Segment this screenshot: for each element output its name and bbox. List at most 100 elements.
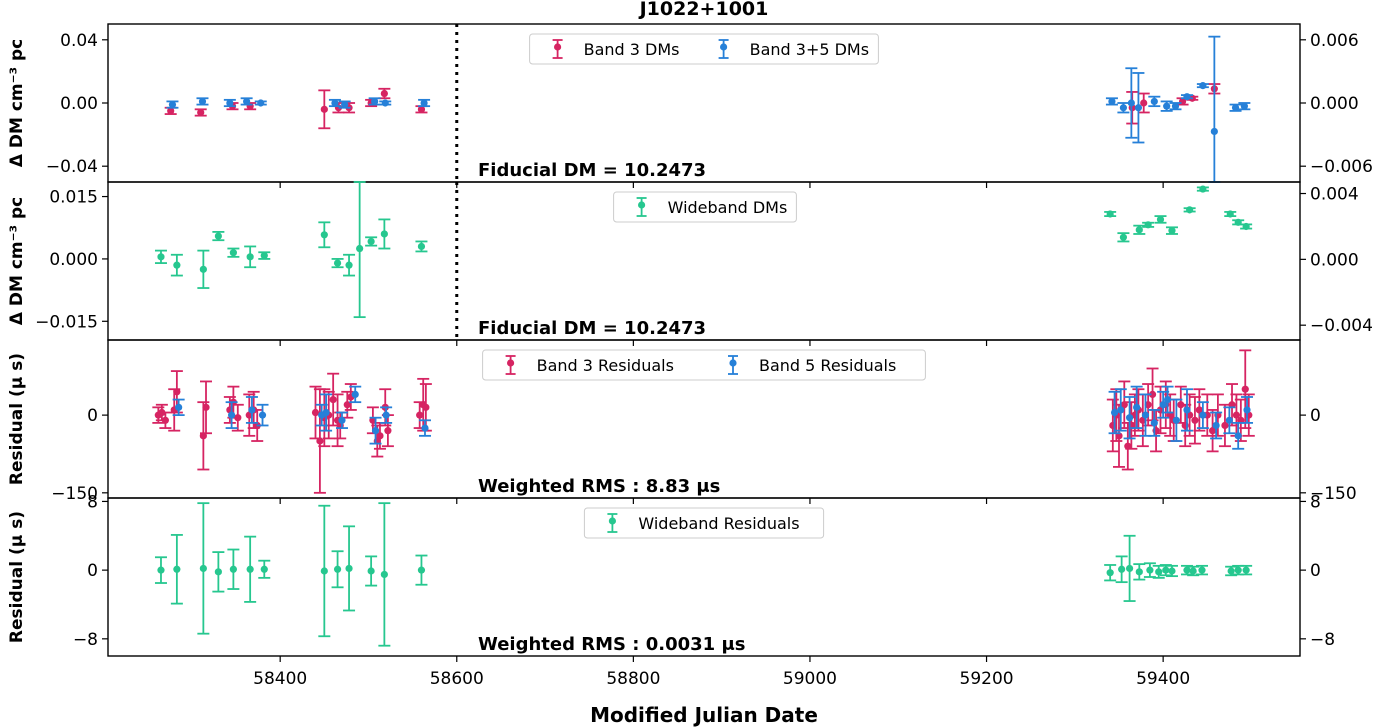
y-axis-label: Residual (μ s) [7, 353, 27, 485]
data-point [1150, 419, 1158, 427]
chart-title: J1022+1001 [638, 0, 769, 20]
data-point [417, 242, 426, 251]
y-tick-label: 0.015 [49, 188, 98, 208]
legend-swatch-point [608, 517, 617, 525]
data-point [345, 564, 353, 573]
data-point [214, 568, 222, 576]
data-point [1155, 568, 1163, 576]
legend-entry: Wideband Residuals [638, 514, 799, 533]
y-tick-label: 8 [87, 492, 98, 512]
data-point [173, 261, 181, 269]
data-point [248, 406, 256, 414]
data-point [367, 567, 375, 575]
data-point [311, 408, 320, 417]
y2-tick-label: 0.000 [1310, 250, 1359, 270]
y-tick-label: −8 [73, 630, 98, 650]
data-point [380, 230, 388, 238]
y2-tick-label: 0.000 [1310, 94, 1359, 114]
data-point [371, 427, 380, 435]
data-point [356, 244, 364, 253]
data-point [199, 265, 207, 273]
y-tick-label: −0.04 [46, 157, 98, 177]
data-point [173, 565, 181, 573]
data-point [1234, 432, 1242, 440]
y-axis-label: Δ DM cm⁻³ pc [7, 197, 27, 325]
data-point [229, 565, 237, 573]
data-point [1242, 566, 1250, 574]
y2-tick-label: −0.004 [1310, 316, 1373, 336]
data-point [367, 237, 375, 246]
legend: Wideband Residuals [583, 507, 825, 539]
data-point [198, 97, 207, 106]
data-point [1183, 93, 1191, 101]
y-tick-label: −0.015 [35, 312, 98, 332]
data-point [417, 105, 426, 113]
data-point [1125, 414, 1134, 422]
panel-wideband-residuals: 8 0 −8 8 0 −8 58400 58600 58800 59000 59200 59400 Re… [7, 492, 1335, 689]
legend-entry: Band 3 Residuals [537, 356, 674, 375]
data-point [1163, 395, 1172, 404]
data-point [1135, 226, 1143, 234]
panel-annotation: Fiducial DM = 10.2473 [478, 160, 706, 181]
x-tick-label: 58400 [253, 669, 307, 689]
x-tick-label: 59000 [783, 669, 837, 689]
legend-entry: Band 5 Residuals [759, 356, 896, 375]
panel-band-dm: −0.04 0.00 0.04 −0.006 0.000 0.006 Δ DM cm⁻³ p… [7, 23, 1373, 188]
data-point [1227, 567, 1235, 575]
data-point [168, 100, 177, 109]
data-point [214, 232, 222, 240]
legend-swatch-point [507, 359, 515, 367]
data-point [1144, 221, 1152, 229]
y2-tick-label: 0 [1310, 406, 1321, 426]
data-point [157, 253, 165, 261]
series-wideband-dms [154, 181, 1253, 319]
panel-annotation: Weighted RMS : 0.0031 μs [478, 634, 745, 655]
data-point [1134, 104, 1143, 112]
data-point [421, 424, 429, 432]
data-point [243, 97, 251, 106]
legend-frame [583, 507, 825, 539]
data-point [1119, 104, 1128, 112]
data-point [1240, 102, 1248, 110]
data-point [320, 105, 328, 113]
data-point [1171, 102, 1180, 110]
data-point [351, 390, 359, 398]
y-axis-label: Δ DM cm⁻³ pc [7, 39, 27, 167]
legend-entry: Band 3 DMs [584, 40, 680, 59]
data-point [1148, 390, 1157, 398]
data-point [1135, 568, 1143, 576]
data-point [316, 437, 324, 445]
y2-tick-label: 0.004 [1310, 185, 1359, 205]
data-point [1163, 102, 1171, 110]
panel-wideband-dm: −0.015 0.000 0.015 −0.004 0.000 0.004 Δ DM cm⁻… [7, 181, 1373, 346]
y2-tick-label: 8 [1310, 492, 1321, 512]
data-point [1191, 416, 1199, 424]
data-point [175, 403, 183, 411]
legend-swatch-point [554, 43, 562, 51]
data-point [371, 97, 379, 106]
y-tick-label: −150 [51, 484, 98, 504]
data-point [320, 567, 328, 575]
y-tick-label: 0.00 [60, 94, 98, 114]
y-tick-label: 0 [87, 406, 98, 426]
data-point [1212, 421, 1220, 430]
data-point [246, 253, 254, 261]
legend-frame [482, 349, 926, 381]
data-point [1106, 210, 1114, 218]
legend-swatch-point [638, 201, 646, 209]
series-band-5-residuals [172, 385, 1254, 450]
y2-tick-label: 0.006 [1310, 31, 1359, 51]
data-point [173, 388, 181, 396]
series-wideband-residuals [154, 502, 1253, 647]
data-point [1186, 206, 1194, 214]
legend: Wideband DMs [613, 191, 797, 223]
data-point [329, 395, 337, 404]
legend-entry: Wideband DMs [668, 198, 788, 217]
y2-tick-label: −0.006 [1310, 157, 1373, 177]
y-axis-label: Residual (μ s) [7, 511, 27, 643]
data-point [1241, 385, 1249, 393]
data-point [246, 565, 254, 573]
data-point [320, 231, 328, 239]
data-point [1110, 408, 1119, 417]
